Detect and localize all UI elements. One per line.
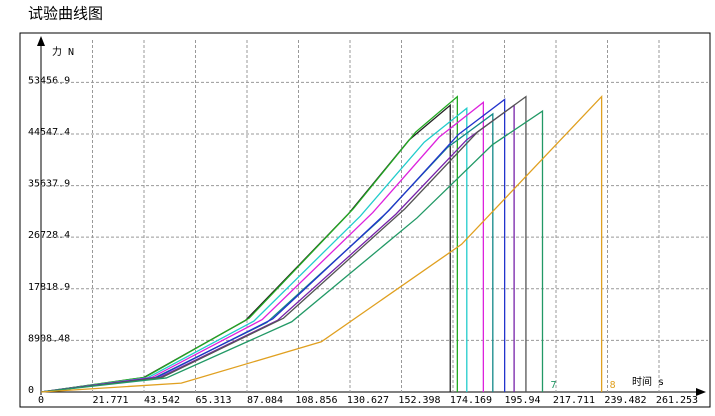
x-tick-label: 239.482 [604, 395, 646, 406]
y-tick-label: 26728.4 [28, 230, 70, 241]
x-tick-label: 87.084 [247, 395, 283, 406]
x-tick-label: 21.771 [92, 395, 128, 406]
y-tick-label: 44547.4 [28, 127, 70, 138]
x-tick-label: 65.313 [195, 395, 231, 406]
chart-title: 试验曲线图 [28, 5, 103, 23]
curve-label: 7 [550, 380, 556, 391]
x-tick-label: 108.856 [295, 395, 337, 406]
y-tick-label: 53456.9 [28, 75, 70, 86]
frame [19, 32, 711, 408]
curve [40, 109, 544, 393]
curve [40, 103, 451, 393]
x-tick-label: 261.253 [656, 395, 698, 406]
x-arrow [696, 388, 706, 396]
curve [40, 112, 494, 393]
y-tick-label: 35637.9 [28, 179, 70, 190]
curve-label: 8 [610, 380, 616, 391]
y-arrow [37, 36, 45, 46]
curve [40, 98, 506, 393]
curve [40, 104, 515, 393]
curve [40, 106, 468, 393]
x-axis-label: 时间 s [632, 375, 664, 388]
y-axis-label: 力 N [52, 45, 74, 58]
curve [40, 101, 485, 393]
x-tick-label: 0 [38, 395, 44, 406]
x-tick-label: 217.711 [553, 395, 595, 406]
curve [40, 95, 458, 393]
y-tick-label: 8908.48 [28, 333, 70, 344]
x-tick-label: 152.398 [398, 395, 440, 406]
x-tick-label: 43.542 [144, 395, 180, 406]
x-tick-label: 195.94 [504, 395, 540, 406]
curve [40, 94, 603, 393]
x-tick-label: 130.627 [347, 395, 389, 406]
y-tick-label: 17818.9 [28, 282, 70, 293]
x-tick-label: 174.169 [450, 395, 492, 406]
curve [40, 95, 527, 393]
y-tick-label: 0 [28, 385, 34, 396]
